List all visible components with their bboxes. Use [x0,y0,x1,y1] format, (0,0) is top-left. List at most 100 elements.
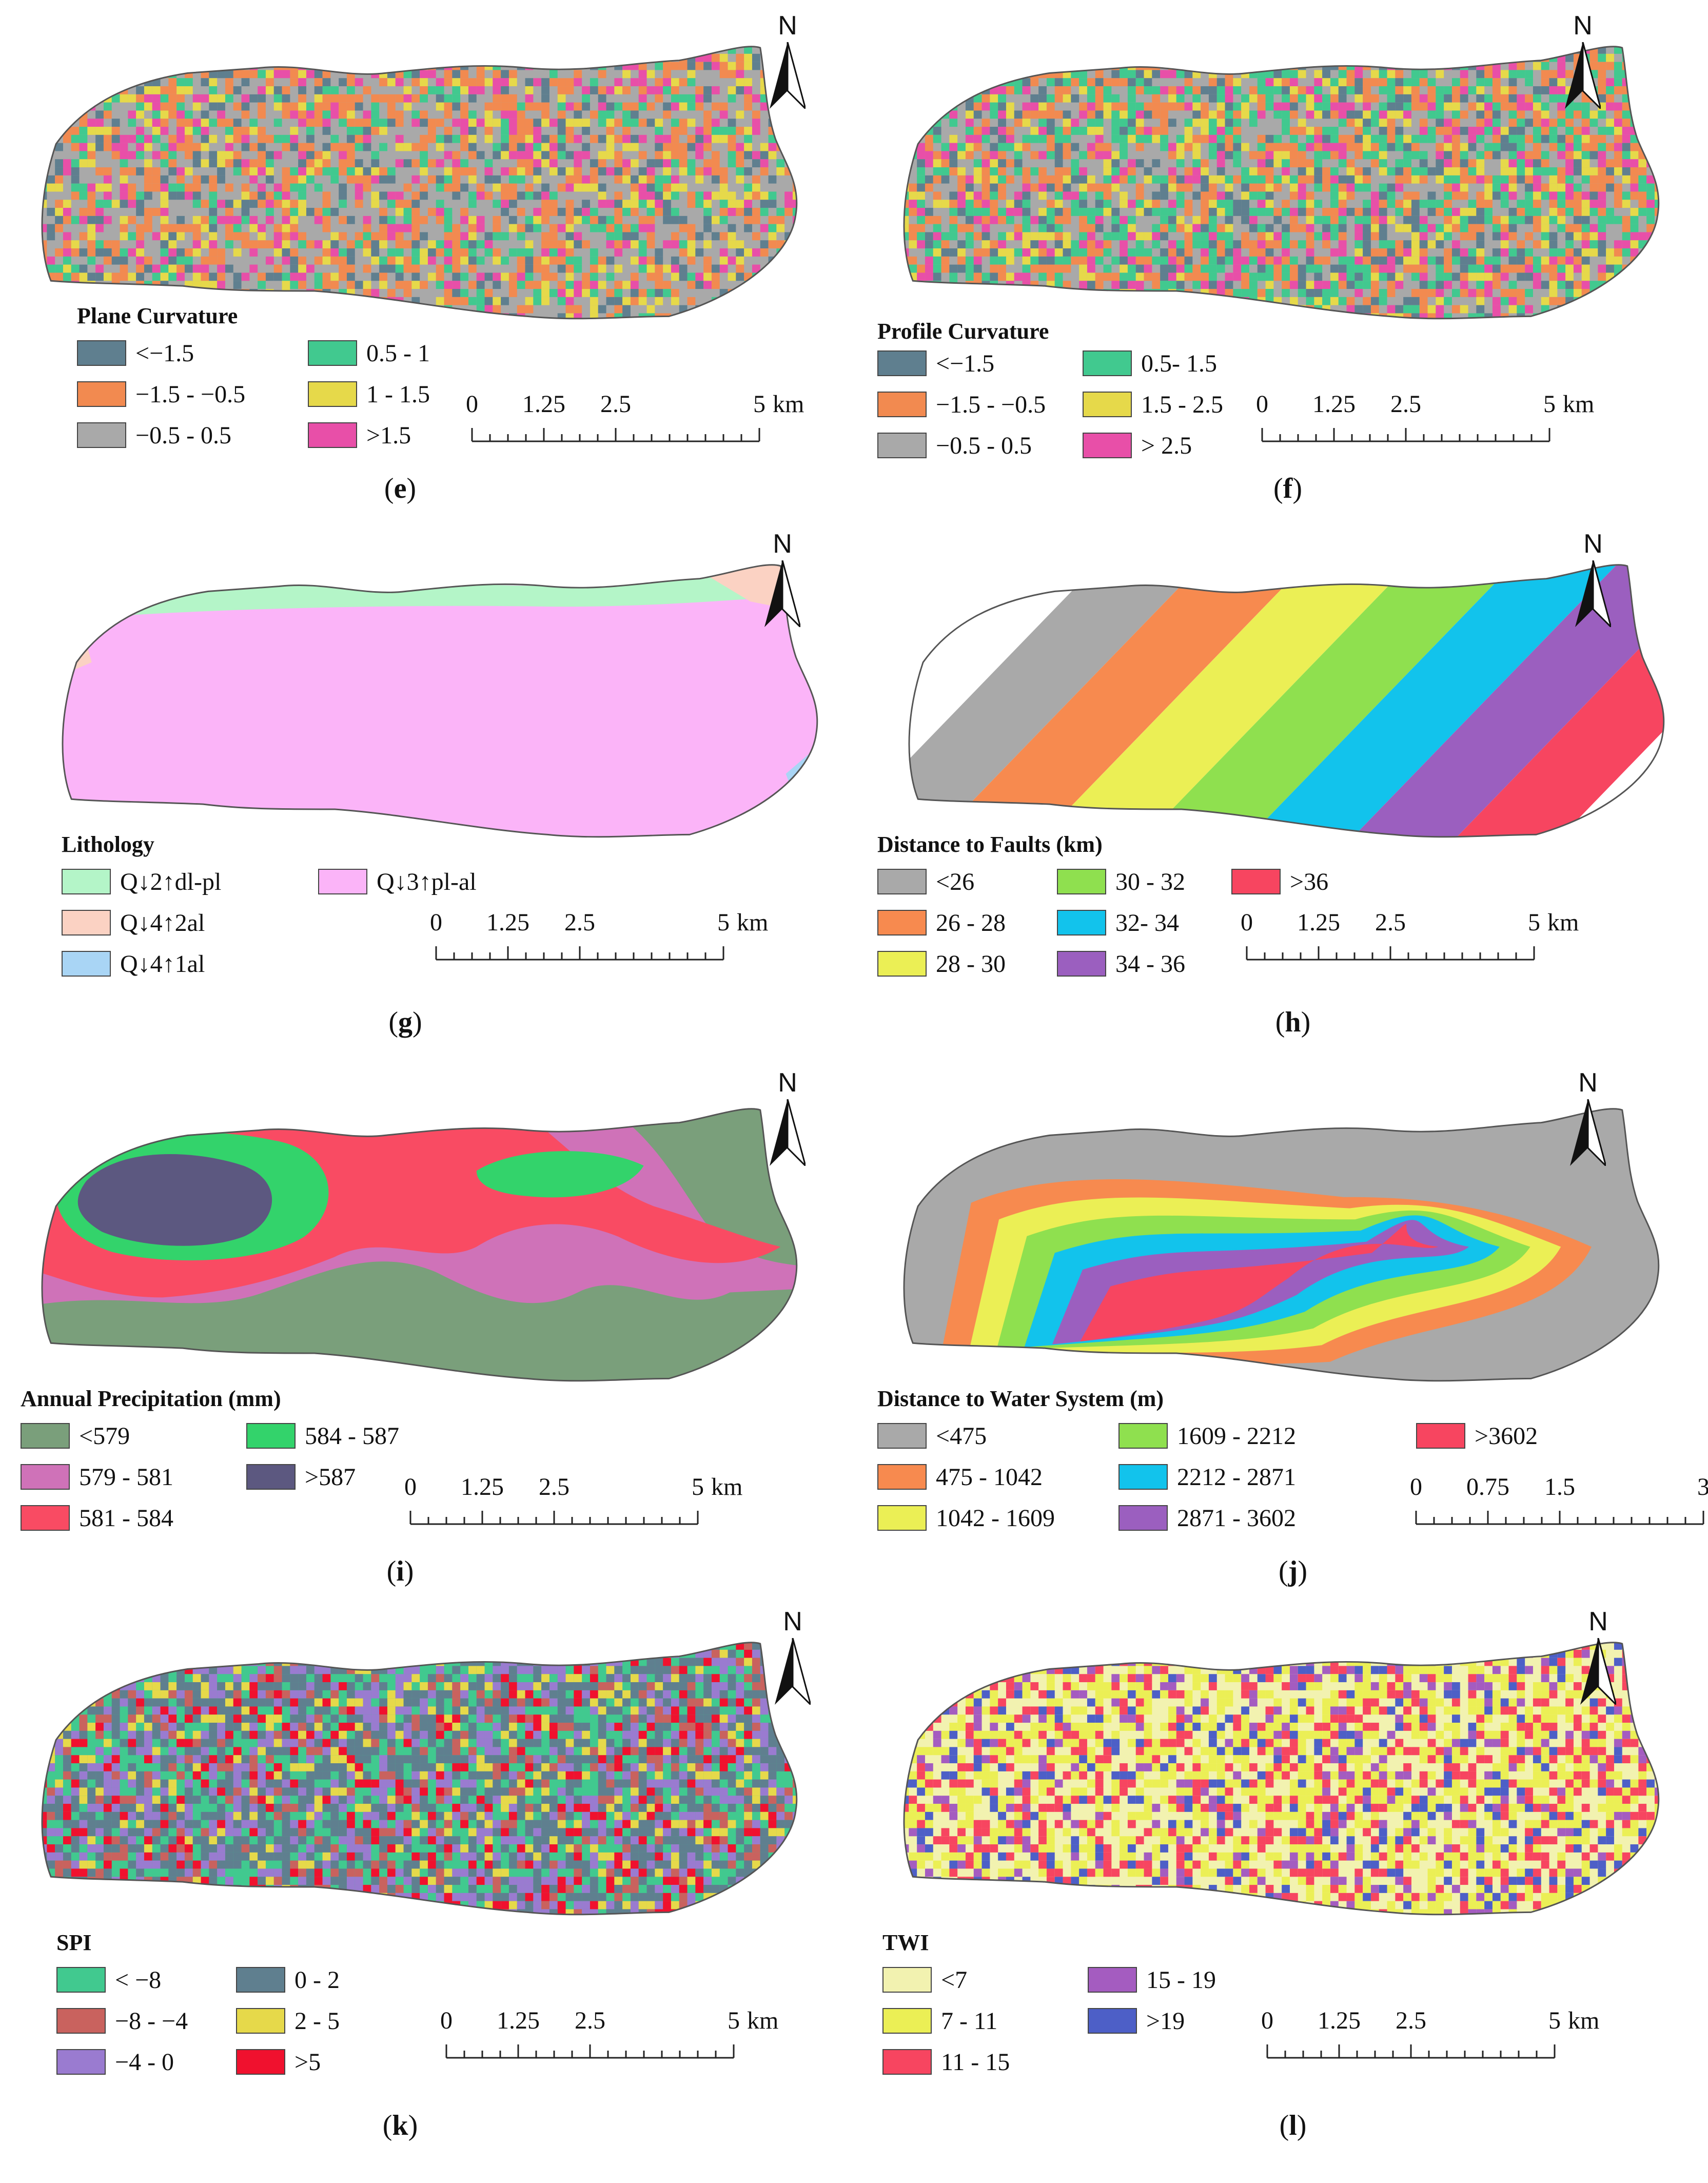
scale-tick-label: 2.5 [539,1473,570,1500]
legend-item: 2212 - 2871 [1118,1463,1296,1491]
north-label: N [778,11,797,41]
legend-item: 1609 - 2212 [1118,1421,1296,1450]
legend-swatch [882,2049,932,2075]
legend-label: 0.5 - 1 [366,339,430,367]
legend-swatch [877,392,927,417]
legend-label: 2212 - 2871 [1177,1463,1296,1491]
map-g [62,564,818,838]
scale-bar: 0 1.25 2.5 5 km [430,908,768,980]
scale-tick-label: 2.5 [600,391,631,418]
legend-item: −4 - 0 [56,2048,174,2076]
legend-item: < −8 [56,1965,161,1994]
legend-swatch [882,1967,932,1993]
legend-item: <579 [21,1421,130,1450]
legend-swatch [246,1464,296,1490]
legend-title: Annual Precipitation (mm) [21,1386,281,1411]
legend-item: Q↓4↑1al [62,949,205,978]
legend-item: 0.5- 1.5 [1083,349,1217,378]
legend-item: >19 [1088,2006,1185,2035]
legend-swatch [56,1967,106,1993]
scale-tick-label: 0 [430,909,442,936]
basin-outline [903,1108,1660,1382]
legend-swatch [877,1423,927,1449]
legend-label: >36 [1290,868,1329,895]
panel-caption: (g) [388,1006,422,1038]
legend-item: >36 [1231,867,1328,896]
legend-label: −4 - 0 [115,2048,174,2076]
map-panel-l: N TWI <7 7 - 11 11 - 15 15 - 19 >19 0 1.25 2.5 5 km… [852,1606,1662,2141]
legend-swatch [1231,869,1281,894]
legend-swatch [308,381,357,407]
scale-unit: km [1547,909,1579,936]
legend-label: Q↓2↑dl-pl [120,868,222,895]
legend-item: >1.5 [308,421,411,450]
legend-label: 32- 34 [1115,909,1179,937]
legend-item: <−1.5 [877,349,994,378]
legend-item: 30 - 32 [1057,867,1185,896]
scale-tick-label: 5 [1543,391,1556,418]
north-label: N [1583,529,1603,559]
scale-unit: km [711,1473,743,1500]
legend-item: 581 - 584 [21,1504,173,1532]
legend-label: <7 [941,1966,968,1994]
legend-item: 2 - 5 [236,2006,340,2035]
legend-label: 1 - 1.5 [366,380,430,408]
scale-tick-label: 5 [1528,909,1540,936]
panel-caption: (e) [384,473,417,504]
scale-bar: 0 1.25 2.5 5 km [404,1473,742,1545]
legend-swatch [1088,2008,1137,2034]
legend-label: <579 [79,1422,130,1450]
legend-item: 0.5 - 1 [308,339,430,367]
scale-tick-label: 2.5 [575,2007,605,2034]
legend-label: > 2.5 [1141,432,1192,459]
legend-item: 1 - 1.5 [308,380,430,408]
panel-caption: (i) [386,1555,414,1587]
legend-item: 0 - 2 [236,1965,340,1994]
legend-swatch [62,869,111,894]
legend-item: 28 - 30 [877,949,1006,978]
north-arrow-icon: N [764,1606,821,1709]
panel-caption: (f) [1273,473,1302,504]
scale-tick-label: 0 [440,2007,453,2034]
legend-item: >3602 [1416,1421,1538,1450]
legend-item: 11 - 15 [882,2048,1010,2076]
legend-swatch [1083,392,1132,417]
legend-swatch [1088,1967,1137,1993]
legend-label: 34 - 36 [1115,950,1185,978]
legend-title: TWI [882,1930,929,1955]
legend-label: 11 - 15 [941,2048,1010,2076]
scale-unit: km [747,2007,779,2034]
legend-title: Distance to Faults (km) [877,832,1103,857]
legend-label: Q↓4↑2al [120,909,205,937]
map-panel-g: N Lithology Q↓2↑dl-pl Q↓4↑2al Q↓4↑1al Q↓3↑pl-… [21,529,831,1052]
scale-tick-label: 0 [1410,1473,1422,1500]
legend-swatch [877,951,927,977]
legend-label: 30 - 32 [1115,868,1185,895]
legend-swatch [77,340,126,366]
fault-band [1118,564,1536,837]
panel-caption: (k) [382,2110,418,2141]
legend-item: Q↓4↑2al [62,908,205,937]
scale-tick-label: 0 [1241,909,1253,936]
legend-swatch [62,951,111,977]
legend-item: > 2.5 [1083,431,1192,460]
map-f [903,46,1660,320]
map-fill [42,46,797,319]
legend-label: Q↓3↑pl-al [377,868,477,895]
legend-label: <−1.5 [936,349,995,377]
legend-swatch [236,1967,285,1993]
scale-bar: 0 1.25 2.5 5 km [1241,908,1579,980]
legend-item: 1042 - 1609 [877,1504,1055,1532]
legend-label: <26 [936,868,975,895]
legend-swatch [246,1423,296,1449]
scale-tick-label: 3 [1697,1473,1708,1500]
scale-tick-label: 1.25 [1318,2007,1361,2034]
legend-title: Distance to Water System (m) [877,1386,1164,1411]
scale-tick-label: 2.5 [1396,2007,1426,2034]
legend-title: SPI [56,1930,92,1955]
legend-title: Plane Curvature [77,303,238,328]
legend-label: 2871 - 3602 [1177,1504,1296,1532]
legend-item: <7 [882,1965,967,1994]
legend-item: 2871 - 3602 [1118,1504,1296,1532]
scale-tick-label: 0 [404,1473,417,1500]
